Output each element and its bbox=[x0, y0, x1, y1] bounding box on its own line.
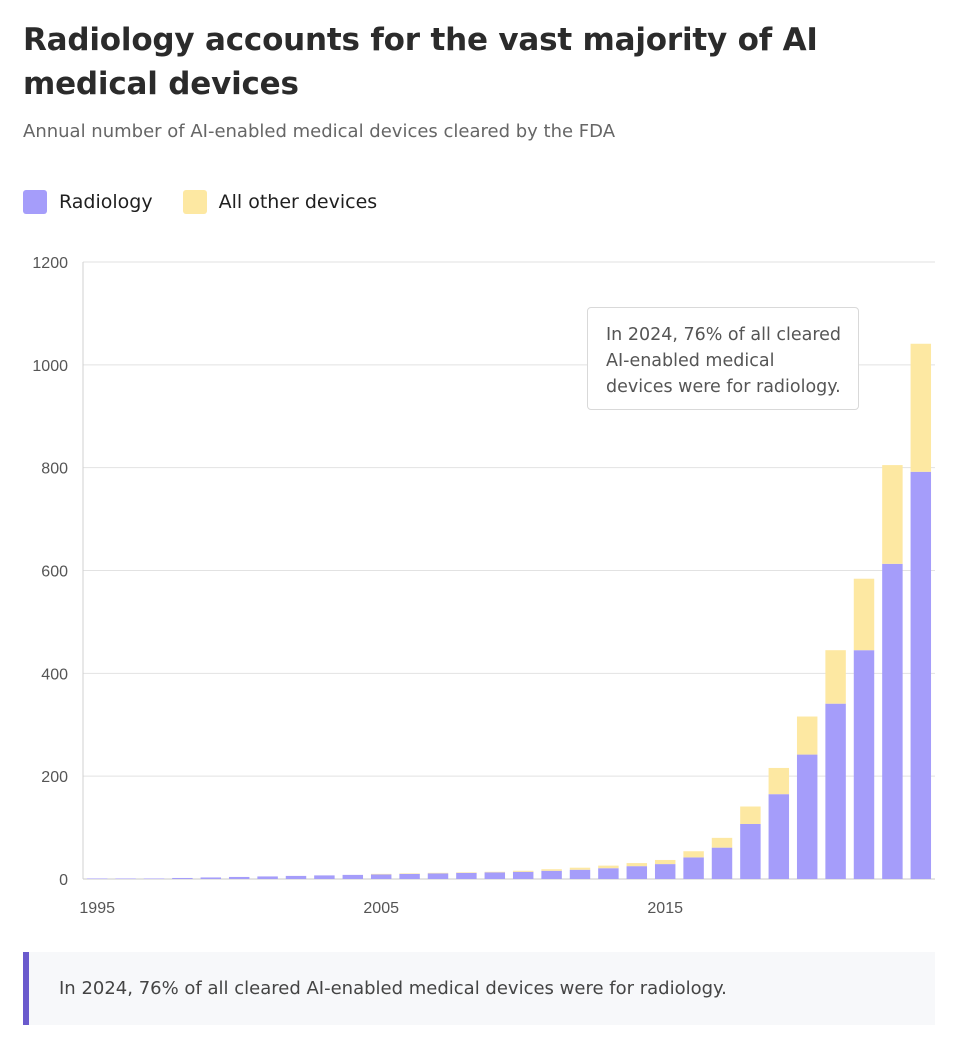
bar-radiology-2012[interactable] bbox=[569, 869, 591, 879]
bar-radiology-2023[interactable] bbox=[882, 563, 903, 879]
bar-other-2007[interactable] bbox=[427, 872, 449, 874]
bar-radiology-2024[interactable] bbox=[910, 471, 932, 879]
bar-radiology-1997[interactable] bbox=[143, 878, 165, 879]
bar-radiology-2021[interactable] bbox=[825, 703, 846, 879]
bar-radiology-2016[interactable] bbox=[683, 857, 704, 879]
y-tick-label: 1200 bbox=[32, 255, 68, 272]
legend-item-radiology[interactable]: Radiology bbox=[23, 190, 153, 214]
bar-radiology-1995[interactable] bbox=[86, 878, 108, 879]
x-tick-label: 2005 bbox=[363, 900, 399, 917]
bar-other-2015[interactable] bbox=[654, 859, 676, 865]
bar-radiology-2013[interactable] bbox=[598, 868, 619, 879]
bar-radiology-1999[interactable] bbox=[200, 877, 222, 879]
bar-radiology-2011[interactable] bbox=[541, 870, 562, 879]
footnote-text: In 2024, 76% of all cleared AI-enabled m… bbox=[59, 978, 727, 999]
bar-radiology-1998[interactable] bbox=[172, 877, 193, 879]
y-tick-label: 200 bbox=[41, 769, 68, 786]
bar-radiology-2001[interactable] bbox=[257, 876, 278, 879]
y-tick-label: 800 bbox=[41, 461, 68, 478]
bar-radiology-2020[interactable] bbox=[796, 754, 818, 879]
legend-label-other: All other devices bbox=[218, 191, 378, 213]
bars bbox=[86, 343, 932, 879]
bar-radiology-2017[interactable] bbox=[711, 847, 733, 879]
y-tick-label: 1000 bbox=[32, 358, 68, 375]
bar-other-2019[interactable] bbox=[768, 767, 790, 795]
bar-radiology-2009[interactable] bbox=[484, 872, 506, 879]
bar-other-2021[interactable] bbox=[825, 650, 846, 704]
bar-radiology-2018[interactable] bbox=[740, 823, 761, 879]
y-axis-ticks: 0 200 400 600 800 1000 1200 bbox=[32, 255, 68, 889]
x-tick-label: 1995 bbox=[79, 900, 115, 917]
bar-other-2012[interactable] bbox=[569, 867, 591, 870]
bar-other-2018[interactable] bbox=[740, 806, 761, 824]
bar-radiology-2014[interactable] bbox=[626, 866, 648, 879]
legend-label-radiology: Radiology bbox=[59, 191, 153, 213]
chart-title: Radiology accounts for the vast majority… bbox=[23, 22, 818, 102]
bar-radiology-2007[interactable] bbox=[427, 873, 449, 879]
bar-other-2010[interactable] bbox=[512, 870, 534, 872]
bar-radiology-1996[interactable] bbox=[115, 878, 136, 879]
legend-swatch-radiology bbox=[23, 190, 47, 214]
bar-radiology-2000[interactable] bbox=[228, 876, 250, 879]
chart-subtitle: Annual number of AI-enabled medical devi… bbox=[23, 121, 616, 142]
bar-radiology-2005[interactable] bbox=[370, 874, 392, 879]
bar-other-2013[interactable] bbox=[598, 865, 619, 869]
bar-radiology-2002[interactable] bbox=[285, 875, 307, 879]
x-tick-label: 2015 bbox=[647, 900, 683, 917]
bar-other-2024[interactable] bbox=[910, 343, 932, 472]
bar-radiology-2022[interactable] bbox=[853, 650, 875, 879]
bar-other-2009[interactable] bbox=[484, 871, 506, 873]
bar-chart: 0 200 400 600 800 1000 1200 1995 2005 2015 bbox=[32, 255, 935, 917]
bar-radiology-2008[interactable] bbox=[456, 872, 477, 879]
legend-swatch-other bbox=[182, 190, 207, 214]
bar-other-2008[interactable] bbox=[456, 872, 477, 873]
bar-radiology-2006[interactable] bbox=[399, 873, 420, 879]
bar-other-2005[interactable] bbox=[370, 873, 392, 875]
x-axis: 1995 2005 2015 bbox=[79, 900, 683, 917]
bar-other-2022[interactable] bbox=[853, 578, 875, 651]
footnote-callout: In 2024, 76% of all cleared AI-enabled m… bbox=[23, 952, 935, 1025]
y-tick-label: 400 bbox=[41, 666, 68, 683]
y-tick-label: 0 bbox=[59, 872, 68, 889]
bar-other-2006[interactable] bbox=[399, 873, 420, 874]
bar-radiology-2010[interactable] bbox=[512, 871, 534, 879]
chart-annotation: In 2024, 76% of all cleared AI-enabled m… bbox=[587, 307, 859, 410]
bar-other-2016[interactable] bbox=[683, 851, 704, 858]
legend-item-other[interactable]: All other devices bbox=[182, 190, 378, 214]
bar-other-2014[interactable] bbox=[626, 863, 648, 867]
legend: Radiology All other devices bbox=[23, 190, 407, 214]
bar-other-2017[interactable] bbox=[711, 837, 733, 848]
bar-radiology-2004[interactable] bbox=[342, 874, 364, 879]
bar-other-2023[interactable] bbox=[882, 465, 903, 564]
y-tick-label: 600 bbox=[41, 564, 68, 581]
bar-other-2020[interactable] bbox=[796, 716, 818, 755]
grid-lines bbox=[82, 261, 935, 880]
bar-radiology-2019[interactable] bbox=[768, 794, 790, 879]
bar-radiology-2003[interactable] bbox=[314, 875, 335, 879]
bar-other-2011[interactable] bbox=[541, 869, 562, 871]
bar-radiology-2015[interactable] bbox=[654, 864, 676, 879]
